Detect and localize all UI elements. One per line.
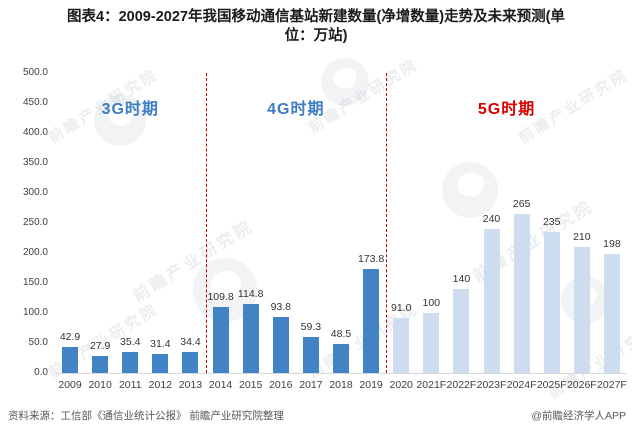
bar-value-label: 265 <box>512 198 531 210</box>
x-tick-label: 2026F <box>566 379 597 391</box>
bar-value-label: 114.8 <box>237 288 264 301</box>
period-label: 3G时期 <box>101 101 159 118</box>
x-tick-label: 2025F <box>536 379 567 391</box>
bar <box>423 313 440 373</box>
x-tick-label: 2013 <box>178 379 203 391</box>
bar-value-label: 35.4 <box>120 335 141 348</box>
chart-title-line2: 位：万站) <box>284 28 348 44</box>
source-note: 资料来源：工信部《通信业统计公报》 前瞻产业研究院整理 <box>8 410 284 422</box>
bar <box>603 254 620 373</box>
bar <box>62 347 79 373</box>
bar <box>573 247 590 373</box>
y-tick-label: 250.0 <box>22 217 48 228</box>
x-tick-label: 2012 <box>148 379 173 391</box>
y-tick-label: 500.0 <box>22 67 48 78</box>
period-label: 4G时期 <box>267 101 325 118</box>
bar-value-label: 235 <box>542 216 561 228</box>
brand-credit: @前瞻经济学人APP <box>531 410 626 422</box>
x-tick-label: 2017 <box>299 379 323 391</box>
x-tick-label: 2023F <box>476 379 507 391</box>
y-tick-label: 200.0 <box>22 247 48 258</box>
x-tick-label: 2009 <box>58 379 82 391</box>
bar-value-label: 31.4 <box>150 338 171 351</box>
watermark-logo-circle <box>442 162 498 218</box>
y-tick-label: 0.0 <box>34 367 48 378</box>
bar <box>182 352 199 373</box>
x-axis-line <box>55 373 627 374</box>
bar-value-label: 48.5 <box>330 327 352 340</box>
bar <box>393 318 410 373</box>
y-tick-label: 150.0 <box>22 277 48 288</box>
bar <box>242 304 259 373</box>
x-tick-label: 2014 <box>208 379 233 391</box>
x-tick-label: 2016 <box>269 379 293 391</box>
bar <box>513 214 530 373</box>
bar-value-label: 173.8 <box>357 252 385 265</box>
bar <box>122 351 139 373</box>
bar <box>152 354 169 373</box>
y-tick-label: 450.0 <box>22 97 48 108</box>
y-tick-label: 400.0 <box>22 127 48 138</box>
period-divider-line <box>386 73 388 373</box>
bar-value-label: 93.8 <box>270 300 291 313</box>
x-tick-label: 2027F <box>597 379 627 391</box>
y-tick-label: 100.0 <box>22 307 48 318</box>
period-label: 5G时期 <box>477 101 536 118</box>
x-tick-label: 2022F <box>446 379 477 391</box>
bar-value-label: 100 <box>422 297 441 309</box>
bar <box>453 289 470 373</box>
x-tick-label: 2015 <box>238 379 263 391</box>
bar-value-label: 34.4 <box>180 336 201 349</box>
y-tick-label: 300.0 <box>22 187 48 198</box>
bar-value-label: 59.3 <box>300 321 322 334</box>
x-tick-label: 2020 <box>389 379 413 391</box>
chart-title-line1: 图表4：2009-2027年我国移动通信基站新建数量(净增数量)走势及未来预测(… <box>67 9 565 25</box>
bar <box>92 356 109 373</box>
y-tick-label: 350.0 <box>22 157 48 168</box>
x-tick-label: 2019 <box>359 379 383 391</box>
bar <box>483 229 500 373</box>
bar-value-label: 91.0 <box>390 302 412 315</box>
x-tick-label: 2011 <box>118 379 142 391</box>
x-tick-label: 2018 <box>329 379 353 391</box>
bar-value-label: 198 <box>603 238 621 251</box>
y-tick-label: 50.0 <box>28 337 48 348</box>
bar-value-label: 42.9 <box>59 331 81 344</box>
bar <box>272 316 289 373</box>
bar-value-label: 240 <box>482 213 501 225</box>
bar <box>302 337 319 373</box>
bar-value-label: 210 <box>573 231 591 243</box>
x-tick-label: 2021F <box>416 379 447 391</box>
bar <box>212 307 229 373</box>
bar <box>333 343 349 373</box>
chart-title: 图表4：2009-2027年我国移动通信基站新建数量(净增数量)走势及未来预测(… <box>0 8 632 46</box>
x-tick-label: 2010 <box>88 379 112 391</box>
bar <box>543 232 560 373</box>
bar-value-label: 109.8 <box>207 291 234 304</box>
period-divider-line <box>205 73 207 373</box>
x-tick-label: 2024F <box>506 379 537 391</box>
bar <box>363 268 380 373</box>
bar-value-label: 27.9 <box>89 340 111 353</box>
bar-value-label: 140 <box>452 273 471 285</box>
